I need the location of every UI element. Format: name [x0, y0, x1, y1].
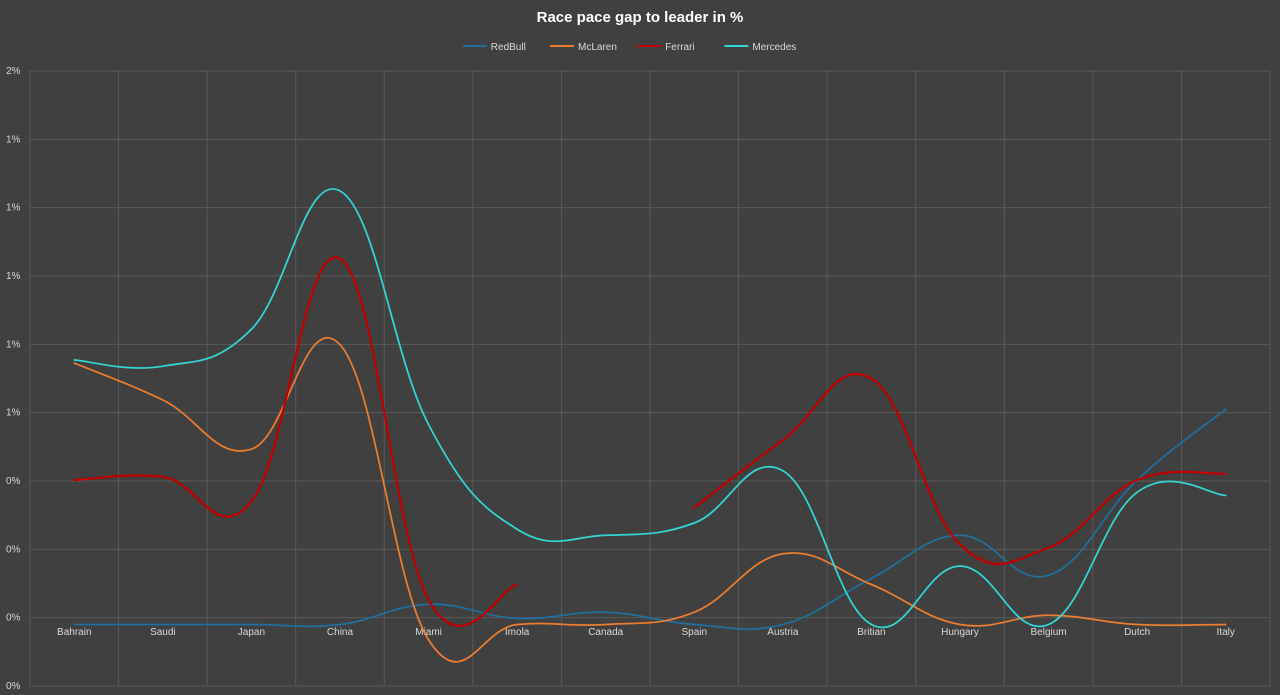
x-tick-label: Spain — [681, 627, 707, 638]
x-tick-label: Hungary — [941, 627, 979, 638]
y-tick-label: 1% — [6, 203, 21, 214]
y-tick-label: 1% — [6, 339, 21, 350]
y-tick-label: 1% — [6, 271, 21, 282]
x-tick-label: Belgium — [1031, 627, 1067, 638]
series-line-redbull — [73, 408, 1227, 631]
x-tick-label: Bahrain — [57, 627, 91, 638]
series-line-ferrari — [693, 372, 1227, 566]
y-tick-label: 2% — [6, 66, 21, 77]
y-axis: 2% 1% 1% 1% 1% 1% 0% 0% 0% 0% — [6, 66, 21, 692]
series-line-mclaren — [73, 336, 1227, 663]
y-tick-label: 0% — [6, 544, 21, 555]
x-tick-label: Britian — [857, 627, 885, 638]
legend: RedBull McLaren Ferrari Mercedes — [462, 42, 796, 53]
series-line-mercedes — [73, 188, 1227, 629]
series-line-ferrari — [73, 256, 519, 628]
x-tick-label: Austria — [767, 627, 799, 638]
y-tick-label: 0% — [6, 613, 21, 624]
legend-label: Mercedes — [752, 42, 796, 53]
x-tick-label: Canada — [588, 627, 623, 638]
y-tick-label: 0% — [6, 476, 21, 487]
x-axis: Bahrain Saudi Japan China Miami Imola Canada Sp… — [57, 627, 1235, 638]
y-tick-label: 0% — [6, 681, 21, 692]
chart-title: Race pace gap to leader in % — [537, 9, 744, 26]
legend-label: RedBull — [491, 42, 526, 53]
x-tick-label: Dutch — [1124, 627, 1150, 638]
legend-label: Ferrari — [665, 42, 694, 53]
legend-label: McLaren — [578, 42, 617, 53]
x-tick-label: Imola — [505, 627, 530, 638]
x-tick-label: China — [327, 627, 354, 638]
x-tick-label: Miami — [415, 627, 442, 638]
x-tick-label: Japan — [238, 627, 265, 638]
gridlines — [29, 70, 1271, 687]
y-tick-label: 1% — [6, 134, 21, 145]
y-tick-label: 1% — [6, 408, 21, 419]
x-tick-label: Saudi — [150, 627, 176, 638]
x-tick-label: Italy — [1217, 627, 1235, 638]
series-lines — [73, 188, 1227, 663]
